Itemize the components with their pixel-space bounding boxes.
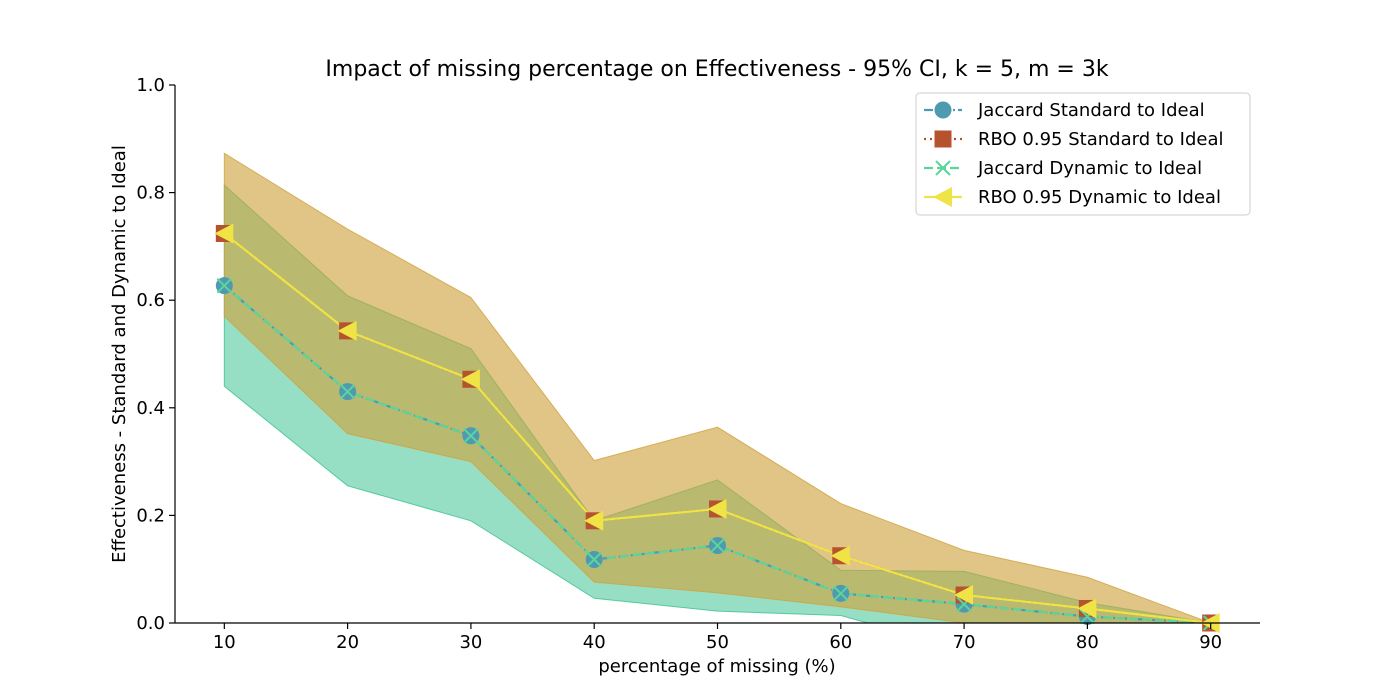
series-markers (214, 223, 1220, 633)
confidence-bands (223, 152, 1211, 623)
series-4-point (214, 223, 234, 244)
x-tick-label: 70 (953, 632, 976, 653)
x-tick-label: 80 (1076, 632, 1099, 653)
x-tick-label: 60 (829, 632, 852, 653)
confidence-band-2 (223, 152, 1211, 623)
series-4-point (830, 545, 850, 566)
legend-label: Jaccard Dynamic to Ideal (977, 158, 1202, 179)
legend-box (915, 92, 1251, 216)
legend-label: Jaccard Standard to Ideal (977, 100, 1205, 121)
series-3-point (216, 277, 233, 294)
x-tick-label: 90 (1199, 632, 1222, 653)
series-4-point (707, 498, 727, 519)
series-4-point (1077, 598, 1097, 619)
series-4-point (460, 369, 480, 390)
legend-label: RBO 0.95 Standard to Ideal (978, 129, 1223, 150)
series-3-point (833, 585, 849, 602)
series-3-point (339, 383, 356, 400)
series-4-point (337, 320, 357, 341)
y-tick-label: 0.0 (136, 613, 165, 634)
y-ticks: 0.0 0.2 0.4 0.6 0.8 1.0 (136, 75, 175, 634)
x-tick-label: 30 (459, 632, 482, 653)
series-3-point (586, 551, 602, 568)
y-tick-label: 0.6 (136, 290, 165, 311)
series-3-point (709, 537, 726, 554)
x-ticks: 10 20 30 40 50 60 70 80 90 (213, 623, 1222, 653)
legend-label: RBO 0.95 Dynamic to Ideal (978, 187, 1221, 208)
legend-marker (934, 101, 952, 119)
y-axis-label: Effectiveness - Standard and Dynamic to … (109, 145, 130, 563)
legend: Jaccard Standard to Ideal RBO 0.95 Standa… (915, 92, 1251, 216)
x-tick-label: 20 (336, 632, 359, 653)
chart-title: Impact of missing percentage on Effectiv… (325, 57, 1108, 82)
legend-marker (935, 160, 951, 176)
series-4-point (584, 510, 604, 531)
y-tick-label: 0.2 (136, 505, 165, 526)
legend-marker (934, 130, 952, 148)
x-tick-label: 10 (213, 632, 236, 653)
y-tick-label: 0.8 (136, 183, 165, 204)
y-tick-label: 0.4 (136, 398, 165, 419)
y-tick-label: 1.0 (136, 75, 165, 96)
x-axis-label: percentage of missing (%) (598, 656, 835, 677)
series-3-point (463, 428, 479, 444)
series-4-point (954, 585, 974, 606)
x-tick-label: 50 (706, 632, 729, 653)
legend-marker (933, 187, 952, 207)
x-tick-label: 40 (583, 632, 606, 653)
